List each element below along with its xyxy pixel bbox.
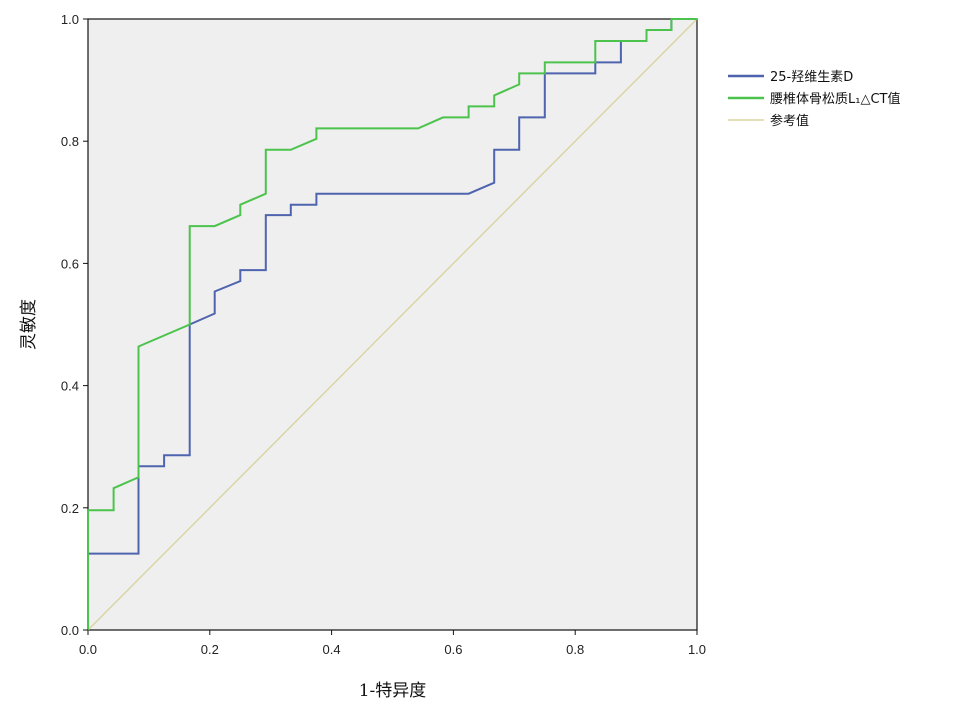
- series-line-1: [87, 18, 697, 630]
- axis-ticks: 0.0 0.2 0.4 0.6 0.8 1.0 0.0 0.2 0.4 0.6 0.8 1.0: [61, 12, 706, 657]
- y-tick-label: 0.2: [61, 501, 79, 516]
- x-axis-title: 1-特异度: [359, 681, 427, 701]
- series-layer: [87, 18, 698, 631]
- y-tick-label: 0.8: [61, 134, 79, 149]
- series-line-2: [87, 18, 698, 631]
- y-tick-label: 0.6: [61, 256, 79, 271]
- y-tick-label: 0.4: [61, 379, 79, 394]
- legend-label: 25-羟维生素D: [770, 70, 853, 85]
- x-tick-label: 0.4: [323, 642, 341, 657]
- series-line-0: [87, 18, 697, 630]
- x-tick-label: 0.6: [444, 642, 462, 657]
- y-axis-title: 灵敏度: [19, 299, 39, 350]
- y-tick-label: 1.0: [61, 12, 79, 27]
- legend-label: 腰椎体骨松质L₁△CT值: [770, 91, 900, 107]
- x-tick-label: 0.2: [201, 642, 219, 657]
- x-tick-label: 0.0: [79, 642, 97, 657]
- x-tick-label: 1.0: [688, 642, 706, 657]
- legend-label: 参考值: [770, 113, 809, 129]
- x-tick-label: 0.8: [566, 642, 584, 657]
- y-tick-label: 0.0: [61, 623, 79, 638]
